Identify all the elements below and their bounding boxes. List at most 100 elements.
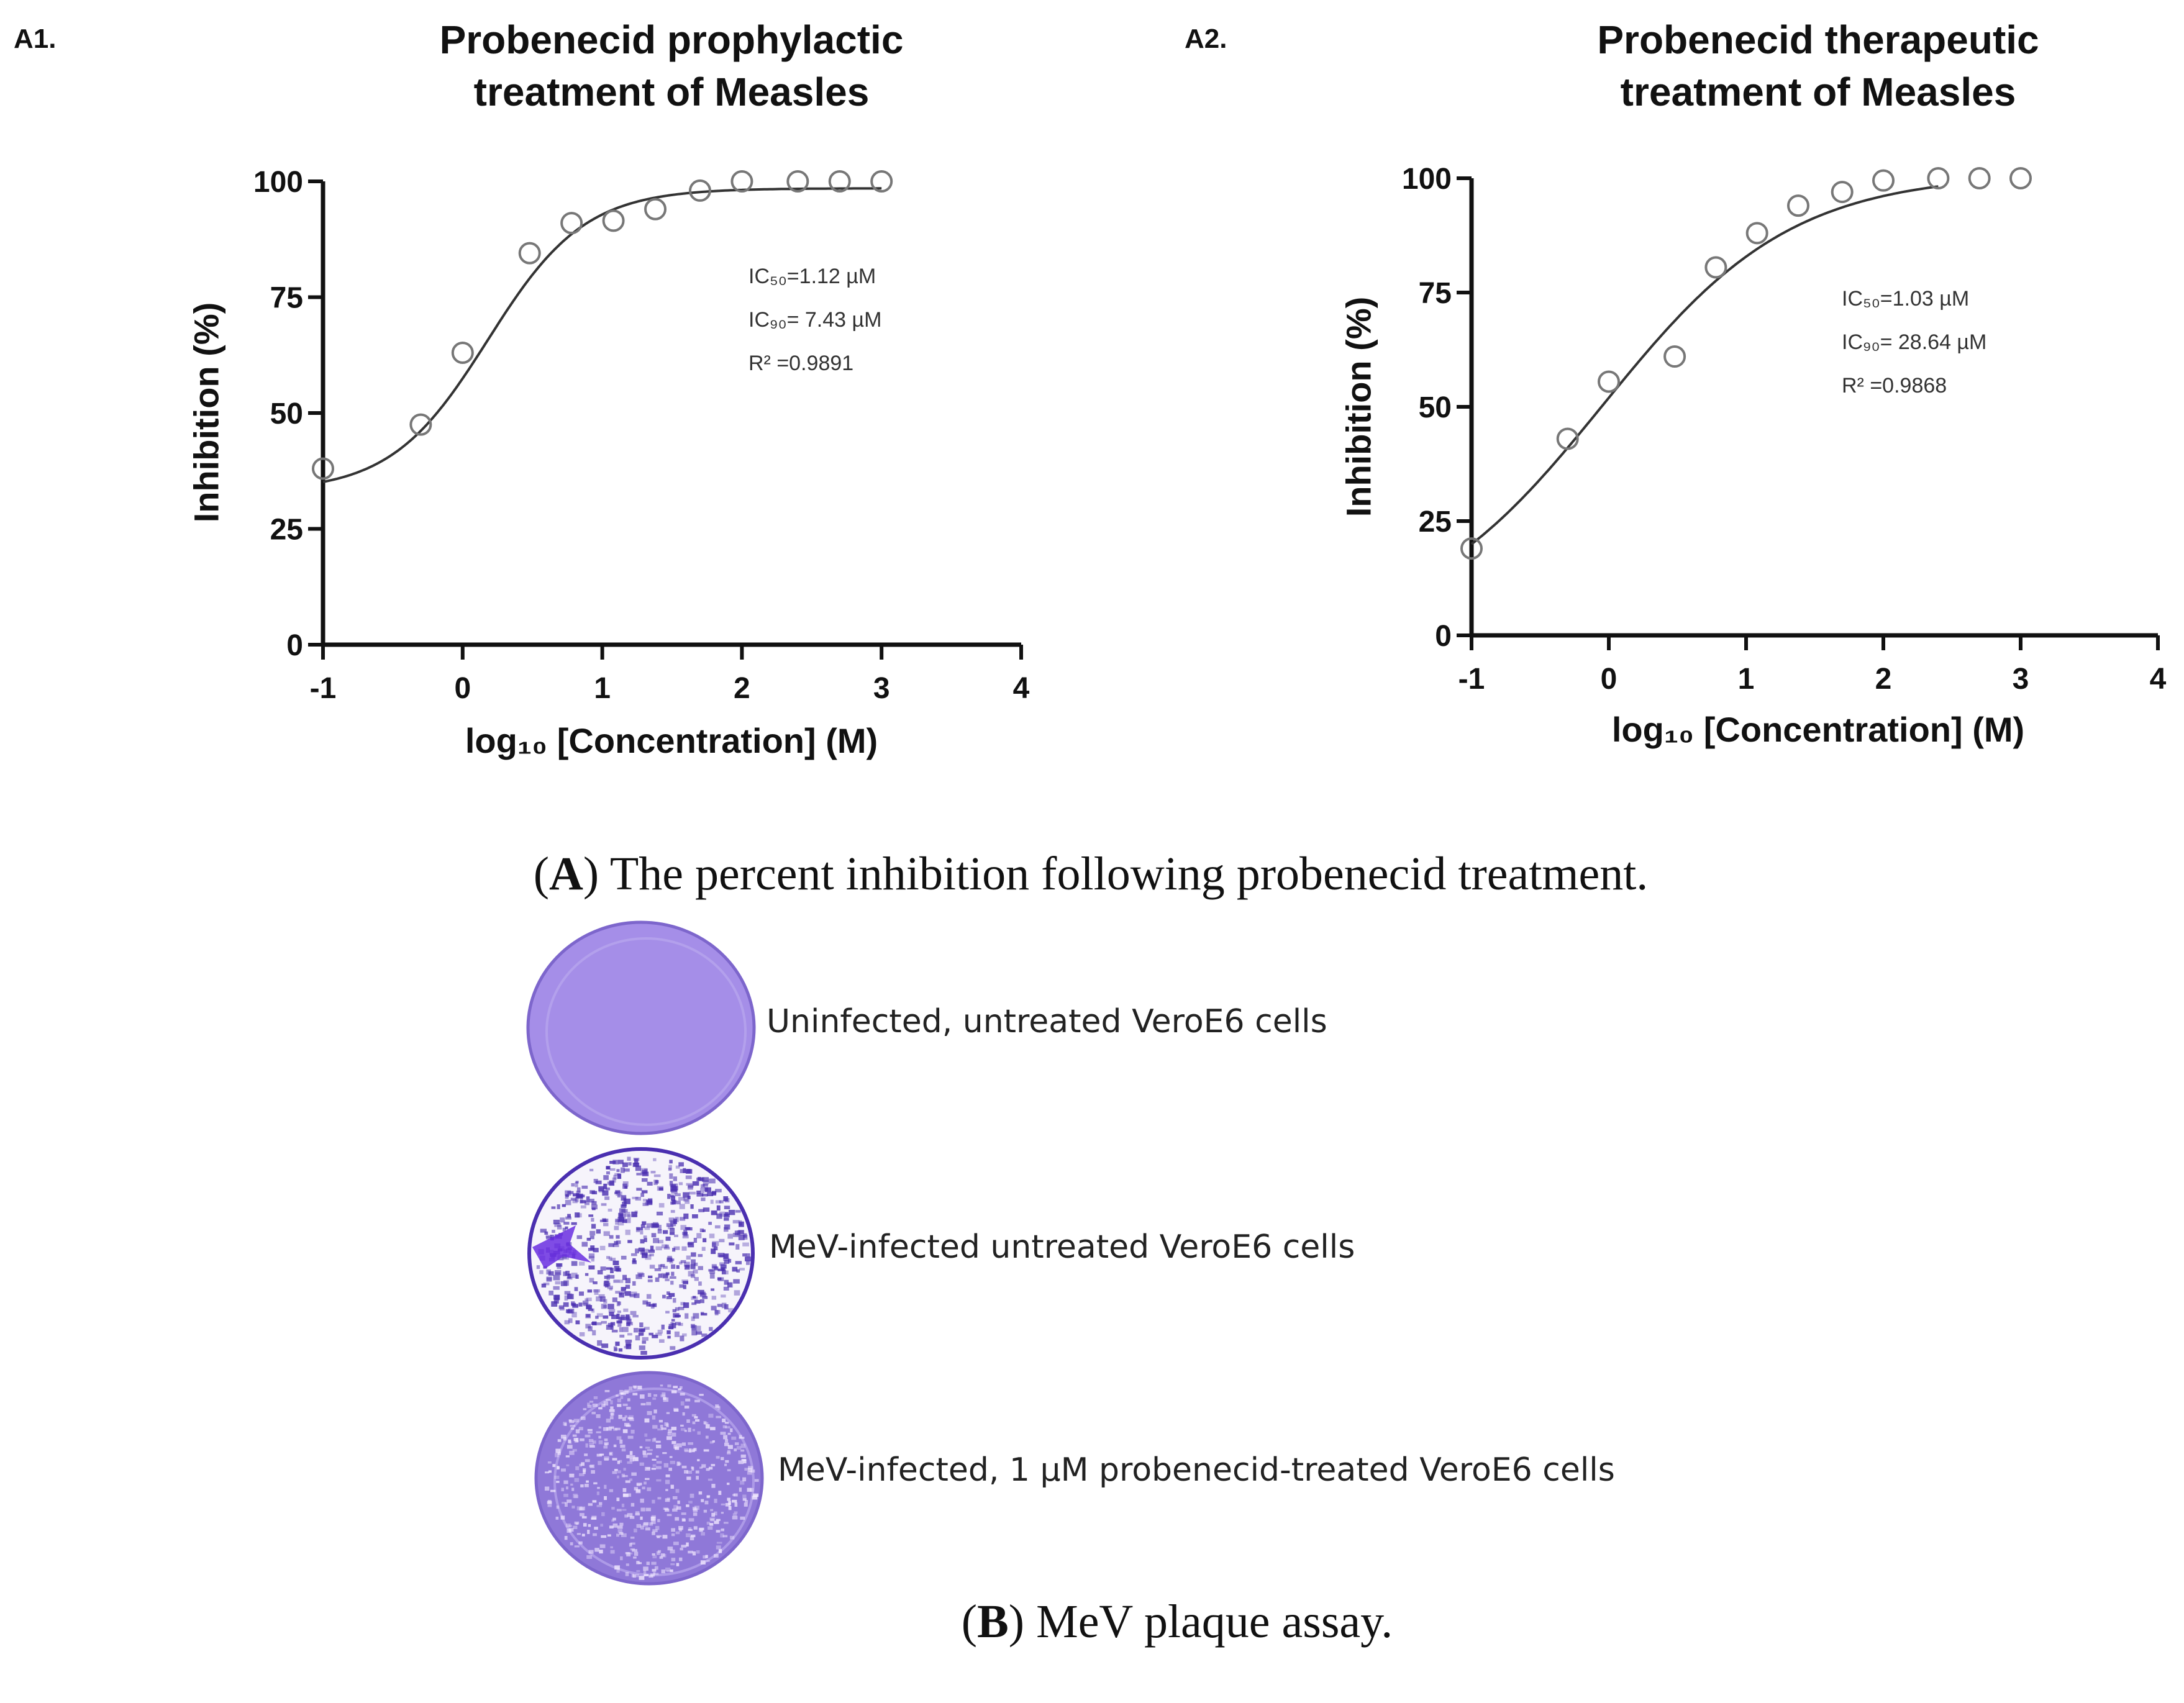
- data-point: [828, 170, 851, 193]
- plaque-speck: [662, 1244, 668, 1248]
- plaque-speck: [629, 1478, 633, 1481]
- plaque-speck: [693, 1313, 699, 1319]
- plaque-speck: [696, 1190, 701, 1194]
- plaque-speck: [637, 1386, 642, 1389]
- plaque-speck: [579, 1473, 585, 1476]
- plaque-speck: [740, 1516, 745, 1520]
- plaque-speck: [566, 1309, 573, 1314]
- plaque-speck: [665, 1278, 670, 1281]
- plaque-speck: [734, 1230, 740, 1235]
- plaque-speck: [635, 1574, 639, 1578]
- plaque-speck: [668, 1217, 675, 1222]
- plaque-speck: [722, 1419, 726, 1423]
- plaque-speck: [711, 1306, 717, 1310]
- plaque-speck: [652, 1529, 658, 1533]
- plaque-speck: [617, 1194, 621, 1198]
- plaque-speck: [656, 1466, 662, 1469]
- plaque-speck: [681, 1512, 686, 1515]
- plaque-speck: [642, 1300, 648, 1305]
- plaque-speck: [584, 1484, 589, 1487]
- plaque-speck: [662, 1294, 666, 1299]
- plaque-speck: [599, 1219, 607, 1222]
- plaque-speck: [727, 1450, 730, 1453]
- plaque-speck: [732, 1515, 738, 1520]
- ic90-text: IC₉₀= 7.43 µM: [748, 308, 882, 332]
- plaque-speck: [574, 1287, 578, 1291]
- plaque-speck: [589, 1235, 594, 1240]
- plaque-speck: [635, 1489, 641, 1494]
- x-tick-label: -1: [310, 672, 337, 705]
- plaque-speck: [553, 1219, 560, 1225]
- plaque-speck: [741, 1459, 747, 1461]
- plaque-speck: [557, 1452, 561, 1455]
- plaque-speck: [576, 1506, 583, 1510]
- plaque-speck: [568, 1524, 573, 1527]
- plate-label-infected: MeV-infected untreated VeroE6 cells: [769, 1228, 1355, 1266]
- data-point: [2009, 167, 2032, 189]
- plaque-speck: [628, 1162, 632, 1166]
- plaque-speck: [679, 1557, 683, 1561]
- plaque-speck: [613, 1428, 618, 1431]
- plaque-speck: [615, 1190, 621, 1194]
- plaque-speck: [629, 1552, 633, 1555]
- plaque-speck: [703, 1555, 707, 1559]
- plaque-speck: [630, 1253, 637, 1256]
- plaque-speck: [593, 1482, 598, 1484]
- plaque-speck: [740, 1454, 746, 1458]
- plaque-speck: [683, 1197, 689, 1202]
- plaque-speck: [666, 1412, 670, 1414]
- plaque-speck: [615, 1342, 620, 1347]
- plaque-speck: [634, 1158, 639, 1165]
- plaque-speck: [590, 1245, 595, 1250]
- plaque-speck: [627, 1156, 631, 1161]
- plaque-speck: [673, 1219, 677, 1224]
- plaque-speck: [611, 1329, 618, 1333]
- plaque-speck: [640, 1351, 647, 1355]
- plaque-speck: [670, 1281, 674, 1285]
- plaque-speck: [547, 1504, 552, 1507]
- plaque-speck: [642, 1248, 649, 1251]
- caption-a: (A) The percent inhibition following pro…: [533, 848, 1649, 900]
- plaque-speck: [621, 1392, 626, 1396]
- plaque-speck: [610, 1322, 616, 1326]
- plaque-speck: [634, 1487, 639, 1491]
- plaque-speck: [598, 1435, 601, 1439]
- chart-title-line: treatment of Measles: [473, 70, 870, 114]
- plaque-speck: [668, 1225, 674, 1230]
- plaque-speck: [606, 1399, 611, 1401]
- plaque-speck: [723, 1286, 729, 1291]
- y-tick-label: 100: [253, 166, 303, 199]
- plaque-speck: [704, 1501, 709, 1505]
- plaque-speck: [716, 1519, 721, 1521]
- plaque-speck: [727, 1445, 733, 1450]
- plaque-speck: [681, 1465, 687, 1469]
- plaque-speck: [563, 1302, 569, 1307]
- plaque-speck: [732, 1499, 737, 1503]
- plaque-speck: [643, 1522, 649, 1525]
- plaque-speck: [616, 1191, 622, 1196]
- plaque-speck: [580, 1484, 584, 1487]
- plaque-speck: [665, 1479, 670, 1484]
- plaque-speck: [678, 1462, 681, 1466]
- plaque-speck: [624, 1514, 629, 1518]
- plaque-speck: [632, 1549, 638, 1552]
- plaque-speck: [686, 1476, 691, 1480]
- plaque-speck: [680, 1169, 687, 1173]
- plaque-speck: [640, 1525, 644, 1530]
- plaque-speck: [724, 1197, 730, 1202]
- plaque-speck: [601, 1512, 605, 1517]
- plaque-speck: [738, 1235, 745, 1240]
- plaque-speck: [680, 1217, 686, 1221]
- plaque-speck: [622, 1494, 629, 1497]
- plaque-speck: [646, 1223, 653, 1228]
- plaque-speck: [669, 1456, 673, 1458]
- plaque-speck: [587, 1530, 590, 1534]
- plaque-speck: [626, 1563, 629, 1566]
- plaque-speck: [668, 1326, 674, 1330]
- plaque-speck: [612, 1517, 616, 1521]
- plaque-speck: [615, 1220, 619, 1225]
- plaque-speck: [575, 1320, 580, 1325]
- plaque-speck: [750, 1487, 754, 1492]
- plaque-speck: [607, 1209, 612, 1212]
- plaque-speck: [653, 1573, 659, 1575]
